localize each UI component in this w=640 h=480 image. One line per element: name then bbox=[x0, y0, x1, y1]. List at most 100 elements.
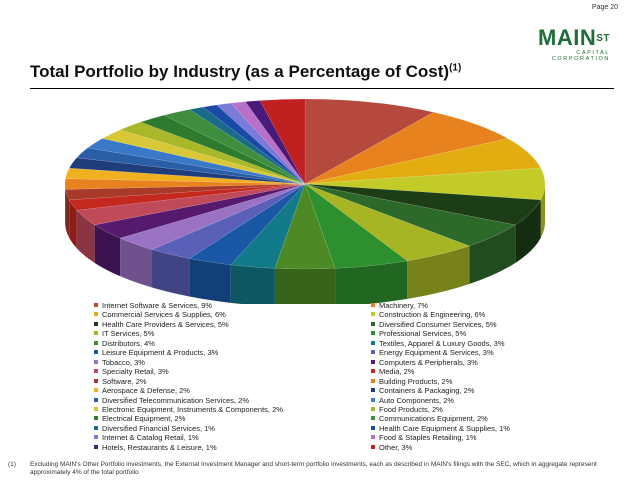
pie-slice bbox=[65, 167, 306, 185]
company-logo: MAINST CAPITAL CORPORATION bbox=[518, 25, 610, 63]
legend-item: Containers & Packaging, 2% bbox=[371, 386, 474, 395]
pie-slice bbox=[151, 183, 306, 259]
pie-slice bbox=[101, 129, 306, 185]
pie-slice-side bbox=[335, 260, 408, 304]
title-divider bbox=[30, 88, 614, 89]
legend-item: Other, 3% bbox=[371, 443, 412, 452]
legend-label: Other, 3% bbox=[379, 442, 413, 452]
legend-swatch bbox=[94, 331, 98, 336]
legend-label: Internet Software & Services, 9% bbox=[102, 301, 213, 310]
legend-label: Electrical Equipment, 2% bbox=[102, 414, 186, 424]
pie-slice bbox=[119, 121, 306, 185]
legend-label: Diversified Financial Services, 1% bbox=[102, 423, 215, 433]
legend-swatch bbox=[371, 369, 375, 374]
legend-label: Aerospace & Defense, 2% bbox=[102, 386, 190, 396]
pie-slice bbox=[68, 157, 306, 185]
pie-slice-side bbox=[274, 268, 336, 304]
legend-label: Media, 2% bbox=[379, 367, 415, 377]
legend-label: Software, 2% bbox=[102, 376, 147, 386]
pie-slice bbox=[64, 178, 306, 190]
pie-top bbox=[64, 98, 546, 270]
page-title: Total Portfolio by Industry (as a Percen… bbox=[30, 62, 462, 81]
legend-label: Tobacco, 3% bbox=[102, 357, 145, 367]
pie-slice-side bbox=[515, 199, 541, 263]
pie-slice bbox=[244, 100, 306, 185]
legend-label: Professional Services, 5% bbox=[379, 329, 467, 339]
pie-slice bbox=[87, 138, 306, 185]
legend-swatch bbox=[371, 321, 375, 326]
legend-swatch bbox=[371, 303, 375, 308]
legend-label: Auto Components, 2% bbox=[379, 395, 455, 405]
legend-swatch bbox=[94, 369, 98, 374]
legend-item: Software, 2% bbox=[94, 377, 147, 386]
title-footnote-mark: (1) bbox=[449, 62, 462, 74]
legend-item: Hotels, Restaurants & Leisure, 1% bbox=[94, 443, 217, 452]
pie-slice-side bbox=[69, 199, 77, 249]
pie-slice bbox=[304, 183, 408, 269]
pie-slice bbox=[119, 183, 306, 250]
legend-item: Computers & Peripherals, 3% bbox=[371, 358, 478, 367]
legend-label: Health Care Equipment & Supplies, 1% bbox=[379, 423, 510, 433]
pie-slice bbox=[94, 183, 306, 239]
legend-label: Diversified Telecommunication Services, … bbox=[102, 395, 250, 405]
legend-item: Building Products, 2% bbox=[371, 377, 452, 386]
pie-chart bbox=[64, 98, 546, 304]
pie-slice bbox=[304, 98, 435, 185]
legend-swatch bbox=[371, 350, 375, 355]
legend-swatch bbox=[94, 303, 98, 308]
legend-label: Commercial Services & Supplies, 6% bbox=[102, 310, 226, 320]
legend-swatch bbox=[371, 340, 375, 345]
pie-slice-side bbox=[76, 210, 95, 263]
pie-sides bbox=[65, 184, 545, 304]
legend-label: Energy Equipment & Services, 3% bbox=[379, 348, 494, 358]
pie-slice-side bbox=[120, 238, 153, 288]
pie-slice bbox=[230, 183, 306, 269]
legend-swatch bbox=[371, 331, 375, 336]
legend-label: Construction & Engineering, 6% bbox=[379, 310, 486, 320]
legend-swatch bbox=[94, 416, 98, 421]
legend-item: Health Care Providers & Services, 5% bbox=[94, 320, 229, 329]
legend-swatch bbox=[371, 397, 375, 402]
pie-slice-side bbox=[407, 245, 470, 299]
legend-swatch bbox=[94, 359, 98, 364]
pie-slice bbox=[304, 112, 509, 185]
pie-slice bbox=[230, 101, 306, 185]
legend-label: Electronic Equipment, Instruments & Comp… bbox=[102, 404, 283, 414]
legend-item: Media, 2% bbox=[371, 367, 414, 376]
legend-label: Computers & Peripherals, 3% bbox=[379, 357, 478, 367]
legend-swatch bbox=[94, 340, 98, 345]
page-number: Page 20 bbox=[591, 4, 618, 11]
legend-item: Energy Equipment & Services, 3% bbox=[371, 348, 494, 357]
pie-slice-side bbox=[189, 258, 231, 303]
pie-slice bbox=[68, 183, 306, 211]
legend-label: Specialty Retail, 3% bbox=[102, 367, 169, 377]
legend-item: Diversified Telecommunication Services, … bbox=[94, 396, 249, 405]
pie-slice bbox=[76, 183, 306, 226]
legend-swatch bbox=[371, 312, 375, 317]
legend-item: IT Services, 5% bbox=[94, 329, 154, 338]
legend-item: Diversified Consumer Services, 5% bbox=[371, 320, 497, 329]
pie-slice-side bbox=[230, 264, 275, 304]
legend-swatch bbox=[94, 378, 98, 383]
pie-slice bbox=[140, 115, 306, 185]
legend-item: Aerospace & Defense, 2% bbox=[94, 386, 190, 395]
pie-slice bbox=[304, 138, 542, 185]
legend-label: Health Care Providers & Services, 5% bbox=[102, 319, 229, 329]
legend-item: Electrical Equipment, 2% bbox=[94, 414, 185, 423]
pie-slice bbox=[304, 183, 516, 247]
logo-wordmark: MAINST bbox=[538, 25, 610, 50]
legend-label: Machinery, 7% bbox=[379, 301, 429, 310]
legend-label: Distributors, 4% bbox=[102, 338, 155, 348]
legend-label: Food & Staples Retailing, 1% bbox=[379, 433, 477, 443]
legend-item: Commercial Services & Supplies, 6% bbox=[94, 310, 226, 319]
legend-item: Professional Services, 5% bbox=[371, 329, 466, 338]
logo-tagline: CAPITAL CORPORATION bbox=[551, 50, 610, 62]
legend-item: Machinery, 7% bbox=[371, 301, 428, 310]
pie-slice bbox=[304, 183, 542, 226]
legend-swatch bbox=[94, 321, 98, 326]
legend-swatch bbox=[94, 444, 98, 449]
legend-item: Construction & Engineering, 6% bbox=[371, 310, 485, 319]
legend-label: Leisure Equipment & Products, 3% bbox=[102, 348, 219, 358]
legend-item: Internet Software & Services, 9% bbox=[94, 301, 212, 310]
legend-swatch bbox=[371, 378, 375, 383]
